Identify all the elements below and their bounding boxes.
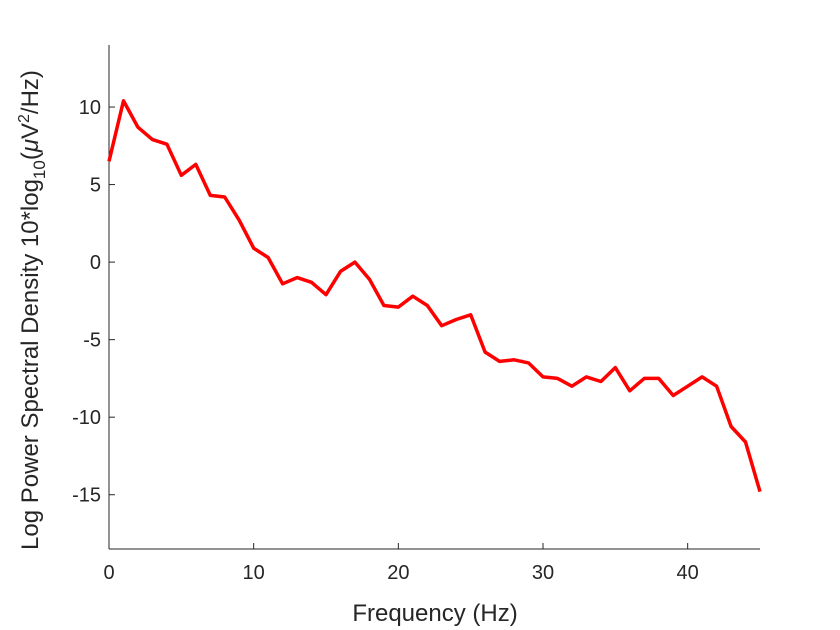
series-line: [107, 99, 762, 493]
chart-ticks: 0 10 20 30 40 10 5 0 -5 -10 -15: [72, 97, 699, 584]
y-axis-label-subscript: 10: [30, 160, 49, 179]
x-tick-label: 40: [677, 562, 699, 584]
y-axis-label-paren: (: [17, 152, 44, 160]
y-tick-label: -5: [83, 330, 101, 352]
x-tick-label: 30: [532, 562, 554, 584]
y-axis-label-superscript: 2: [16, 114, 33, 123]
y-axis-label: Log Power Spectral Density 10*log10(μV2/…: [16, 70, 49, 550]
y-axis-label-mu: μ: [17, 139, 44, 153]
y-tick-label: 5: [90, 175, 101, 197]
x-axis-label: Frequency (Hz): [352, 600, 517, 627]
x-tick-label: 0: [103, 562, 114, 584]
y-axis-label-suffix: /Hz): [17, 70, 44, 114]
x-tick-label: 10: [243, 562, 265, 584]
chart-axes: [108, 45, 760, 550]
x-tick-label: 20: [387, 562, 409, 584]
y-axis-label-prefix: Log Power Spectral Density 10*log: [17, 179, 44, 550]
y-tick-label: 0: [90, 252, 101, 274]
y-axis-label-v: V: [17, 123, 44, 139]
y-tick-label: -10: [72, 407, 101, 429]
y-tick-label: -15: [72, 485, 101, 507]
y-tick-label: 10: [79, 97, 101, 119]
plot-area: [107, 99, 762, 493]
